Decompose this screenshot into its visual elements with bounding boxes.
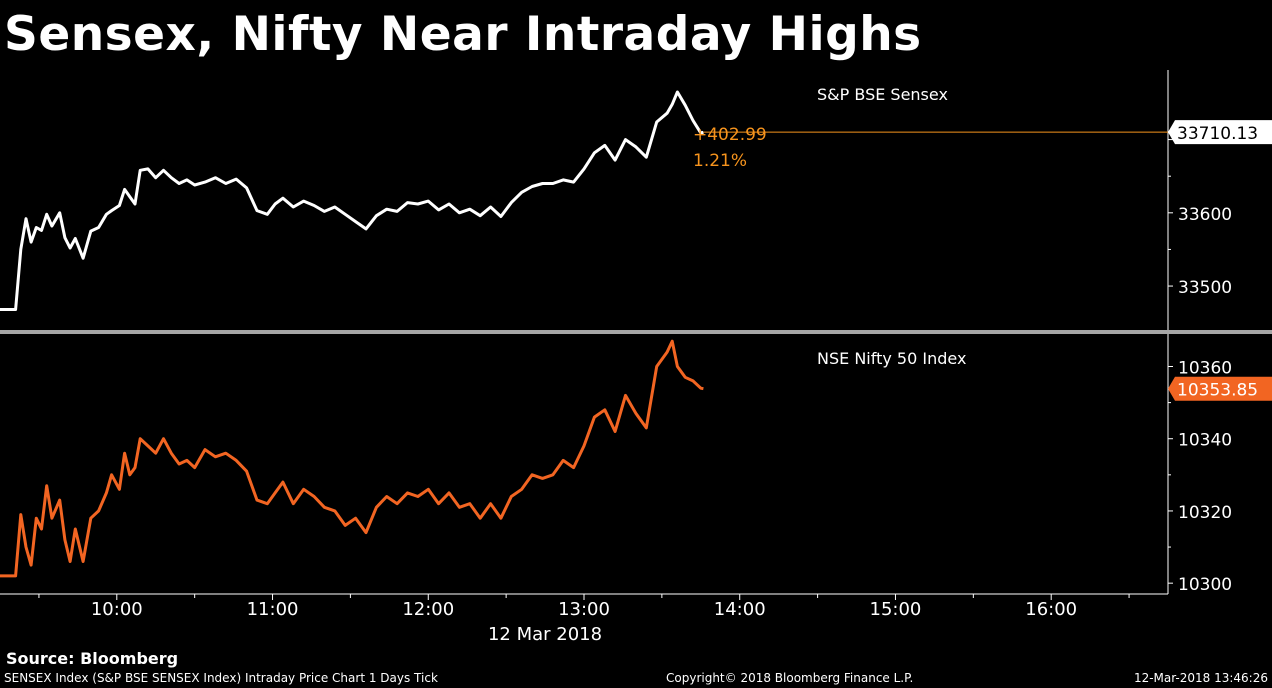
x-tick-label: 13:00 (558, 599, 610, 620)
nifty-series-line (0, 339, 704, 578)
sensex-last-value-tag (1168, 120, 1272, 145)
source-label: Source: Bloomberg (6, 649, 179, 668)
sensex-y-tick-label: 33500 (1178, 278, 1232, 298)
nifty-last-value-label: 10353.85 (1177, 381, 1258, 401)
nifty-y-tick-label: 10340 (1178, 431, 1232, 451)
sensex-change-pct-label: 1.21% (693, 151, 747, 171)
x-date-label: 12 Mar 2018 (488, 624, 602, 645)
nifty-y-tick-label: 10320 (1178, 503, 1232, 523)
x-axis: 10:00 11:00 12:00 13:00 14:00 15:00 16:00 12 Ma… (0, 593, 1168, 645)
nifty-panel: 10300 10320 10340 10360 NSE Nifty 50 Index 10… (0, 334, 1272, 595)
nifty-panel-title: NSE Nifty 50 Index (817, 349, 966, 368)
sensex-panel: 33500 33600 S&P BSE Sensex 33710.13 +402.99 1… (0, 70, 1272, 334)
x-tick-label: 16:00 (1025, 599, 1077, 620)
sensex-y-tick-label: 33600 (1178, 205, 1232, 225)
sensex-change-label: +402.99 (693, 125, 767, 145)
x-tick-label: 11:00 (247, 599, 299, 620)
footer-timestamp: 12-Mar-2018 13:46:26 (1133, 671, 1268, 685)
x-tick-label: 12:00 (402, 599, 454, 620)
x-tick-label: 10:00 (91, 599, 143, 620)
footer-copyright: Copyright© 2018 Bloomberg Finance L.P. (666, 671, 914, 685)
x-tick-label: 14:00 (714, 599, 766, 620)
chart-title: Sensex, Nifty Near Intraday Highs (4, 7, 922, 62)
panel-divider (0, 330, 1272, 334)
nifty-y-tick-label: 10300 (1178, 575, 1232, 595)
sensex-series-line (0, 90, 704, 311)
sensex-panel-title: S&P BSE Sensex (817, 85, 948, 104)
nifty-last-value-tag (1168, 376, 1272, 401)
sensex-last-value-label: 33710.13 (1177, 124, 1258, 144)
footer-chart-description: SENSEX Index (S&P BSE SENSEX Index) Intr… (4, 671, 438, 685)
nifty-y-tick-label: 10360 (1178, 359, 1232, 379)
x-tick-label: 15:00 (870, 599, 922, 620)
